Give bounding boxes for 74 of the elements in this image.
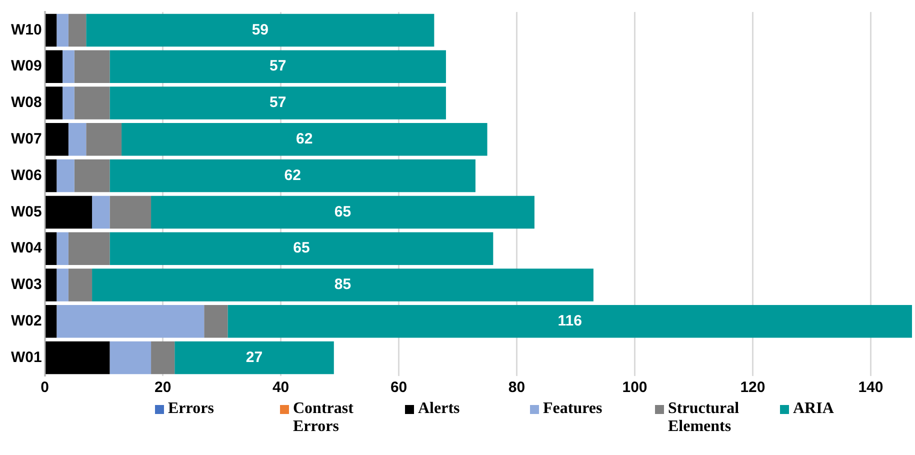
data-label: 27 — [246, 348, 263, 366]
data-label: 116 — [558, 312, 582, 330]
bar — [74, 50, 110, 83]
x-tick-label: 20 — [154, 379, 172, 396]
bar — [46, 86, 63, 120]
bar — [110, 50, 446, 83]
x-tick-label: 40 — [272, 379, 290, 396]
bar — [62, 50, 74, 83]
data-label: 57 — [270, 94, 286, 112]
bar — [46, 341, 110, 374]
y-tick-label: W08 — [11, 94, 42, 112]
data-label: 85 — [334, 276, 352, 294]
data-label: 57 — [270, 58, 286, 75]
bar — [68, 232, 110, 265]
legend-label: Alerts — [418, 400, 461, 418]
y-tick-label: W06 — [11, 166, 42, 184]
data-label: 59 — [252, 21, 268, 38]
bar — [110, 159, 476, 192]
bar — [228, 305, 912, 338]
y-tick-label: W01 — [11, 348, 42, 366]
bar — [92, 268, 594, 302]
legend-label: Structural Elements — [668, 400, 740, 436]
bar — [56, 305, 204, 338]
bar — [92, 196, 110, 229]
legend-label: Contrast Errors — [293, 400, 354, 436]
bar — [151, 341, 175, 374]
bar — [46, 196, 92, 229]
bar — [110, 196, 152, 229]
y-tick-label: W07 — [11, 130, 42, 148]
bar — [110, 341, 152, 374]
bar — [110, 86, 446, 120]
x-tick-label: 120 — [740, 379, 766, 396]
legend-label: Features — [543, 400, 604, 418]
legend-label: Errors — [168, 400, 215, 418]
y-tick-label: W10 — [11, 21, 42, 38]
bar — [62, 86, 74, 120]
bar — [46, 123, 68, 156]
bar — [56, 159, 74, 192]
y-tick-label: W02 — [11, 312, 42, 330]
x-tick-label: 140 — [858, 379, 884, 396]
bar — [68, 123, 86, 156]
bar — [174, 341, 334, 374]
bar — [204, 305, 228, 338]
bar — [68, 268, 92, 302]
bar — [56, 14, 68, 47]
data-label: 65 — [334, 203, 352, 220]
y-tick-label: W04 — [11, 240, 42, 257]
bar — [46, 305, 57, 338]
bar — [122, 123, 488, 156]
bar — [68, 14, 86, 47]
x-tick-label: 0 — [40, 379, 50, 396]
bar — [151, 196, 534, 229]
bar — [74, 86, 110, 120]
y-tick-label: W09 — [11, 58, 42, 75]
bar — [46, 232, 57, 265]
y-tick-label: W05 — [11, 203, 42, 220]
data-label: 65 — [293, 240, 310, 257]
bar — [56, 232, 68, 265]
bar — [46, 50, 63, 83]
bar — [46, 14, 57, 47]
bar — [46, 268, 57, 302]
bar — [74, 159, 110, 192]
bar — [86, 14, 434, 47]
data-label: 62 — [296, 130, 313, 148]
bar — [56, 268, 68, 302]
y-tick-label: W03 — [11, 276, 42, 294]
bar — [110, 232, 494, 265]
legend-label: ARIA — [793, 400, 835, 418]
x-tick-label: 60 — [390, 379, 408, 396]
data-label: 62 — [284, 166, 301, 184]
bar — [46, 159, 57, 192]
bar — [86, 123, 122, 156]
x-tick-label: 100 — [622, 379, 648, 396]
x-tick-label: 80 — [508, 379, 526, 396]
